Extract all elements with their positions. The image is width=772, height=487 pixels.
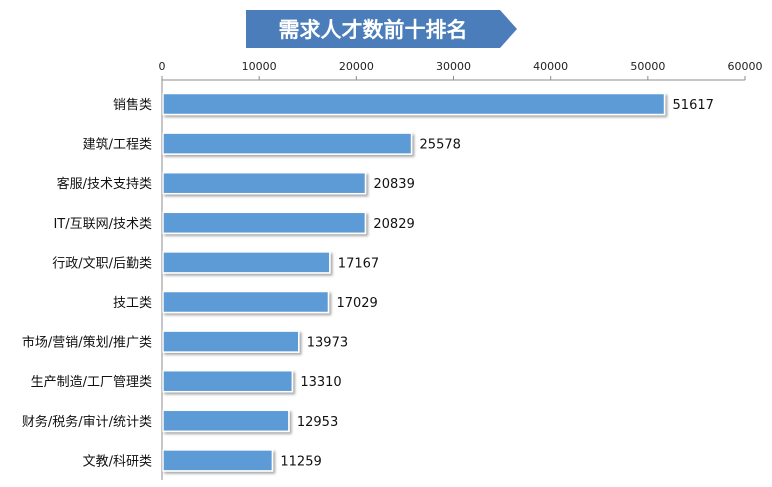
value-label: 20839 <box>373 177 414 192</box>
x-tick-label: 10000 <box>242 60 277 73</box>
category-label: 销售类 <box>113 97 152 113</box>
value-labels: 51617 25578 20839 20829 17167 17029 13973 13310… <box>280 98 714 469</box>
bar <box>162 369 294 393</box>
title-banner-arrow <box>246 10 517 48</box>
bar <box>162 171 367 195</box>
bars <box>162 92 666 472</box>
bar <box>162 449 274 472</box>
x-tick-label: 40000 <box>533 60 568 73</box>
chart-title-banner: 需求人才数前十排名 <box>246 10 517 48</box>
value-label: 13973 <box>307 336 348 351</box>
x-tick-label: 50000 <box>630 60 665 73</box>
value-label: 17167 <box>338 256 379 271</box>
x-tick-label: 30000 <box>436 60 471 73</box>
category-label: IT/互联网/技术类 <box>53 217 152 232</box>
x-tick-label: 20000 <box>339 60 374 73</box>
value-label: 13310 <box>300 375 341 390</box>
bar <box>162 290 330 314</box>
bar <box>162 92 666 116</box>
category-label: 技工类 <box>113 296 152 311</box>
category-label: 市场/营销/策划/推广类 <box>22 335 152 351</box>
value-label: 25578 <box>420 138 461 153</box>
value-label: 51617 <box>673 98 714 113</box>
category-label: 行政/文职/后勤类 <box>52 256 152 271</box>
category-label: 财务/税务/审计/统计类 <box>22 414 152 430</box>
chart-title: 需求人才数前十排名 <box>279 17 468 42</box>
bar <box>162 211 367 235</box>
x-tick-label: 60000 <box>728 60 763 73</box>
category-label: 客服/技术支持类 <box>57 176 152 192</box>
bar <box>162 409 290 433</box>
bar <box>162 132 413 155</box>
bar <box>162 251 331 274</box>
value-label: 12953 <box>297 415 338 430</box>
value-label: 20829 <box>373 217 414 232</box>
category-label: 建筑/工程类 <box>83 137 152 153</box>
category-label: 文教/科研类 <box>83 453 152 469</box>
value-label: 11259 <box>280 454 321 469</box>
x-tick-label: 0 <box>159 60 166 73</box>
value-label: 17029 <box>336 296 377 311</box>
bar <box>162 330 300 353</box>
x-axis: 0 10000 20000 30000 40000 50000 60000 <box>159 60 763 480</box>
category-label: 生产制造/工厂管理类 <box>31 375 152 390</box>
